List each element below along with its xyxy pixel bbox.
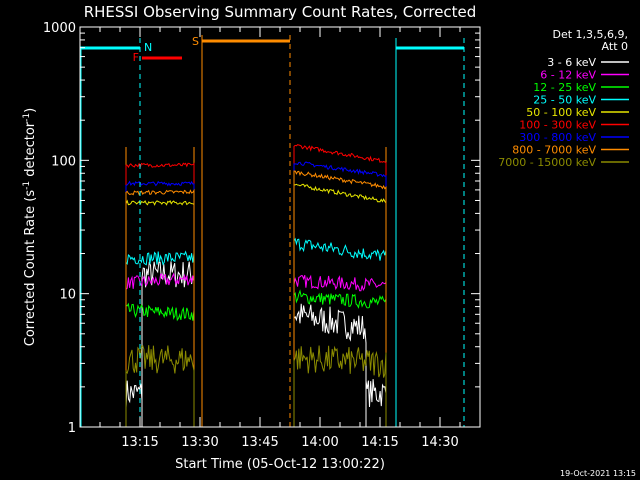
y-tick-label: 100 [51,154,76,169]
series-line [125,188,195,427]
series-line [365,379,387,427]
series-line [293,170,387,427]
series-line [293,303,367,427]
legend-entry-label: 300 - 800 keV [519,131,596,144]
y-tick-label: 1000 [43,21,76,36]
x-tick-label: 14:30 [421,435,458,450]
legend-entry-label: 3 - 6 keV [547,56,596,69]
series-line [125,302,195,427]
series-line [293,289,387,427]
legend-entry-label: 12 - 25 keV [533,81,596,94]
series-line [293,183,387,427]
y-tick-label: 10 [59,288,76,303]
series-line [125,199,195,427]
legend-entry-label: 25 - 50 keV [533,94,596,107]
legend-entry-label: 800 - 7000 keV [512,144,596,157]
flare-flag-label: F [133,51,139,64]
x-tick-label: 13:30 [181,435,218,450]
y-tick-label: 1 [68,421,76,436]
y-axis-label: Corrected Count Rate (s-1 detector-1) [22,108,38,346]
night-flag-label: N [144,41,152,54]
chart-title: RHESSI Observing Summary Count Rates, Co… [84,3,477,21]
series-line [293,345,387,427]
x-tick-label: 13:45 [241,435,278,450]
axes: 1 10 100 1000 13:15 13:30 13:45 14:00 14:15 14:30 [43,21,481,450]
legend-header: Att 0 [602,40,628,53]
series-line [293,161,387,427]
x-tick-label: 13:15 [121,435,158,450]
series-line [293,144,387,427]
legend-entry-label: 100 - 300 keV [519,119,596,132]
x-axis-label: Start Time (05-Oct-12 13:00:22) [175,457,385,472]
series-line [125,272,195,427]
series-line [125,180,195,427]
series-line [125,250,195,427]
legend-entry-label: 6 - 12 keV [540,69,596,82]
series-line [293,274,387,427]
x-tick-label: 14:15 [361,435,398,450]
plot-area: NF S [80,35,465,427]
series-line [125,380,143,427]
series-line [125,162,195,427]
legend-entry-label: 7000 - 15000 keV [498,156,596,169]
legend-header: Det 1,3,5,6,9, [552,28,628,41]
saa-flag-label: S [192,35,199,48]
footer-timestamp: 19-Oct-2021 13:15 [560,469,636,478]
series-line [125,344,195,427]
x-tick-label: 14:00 [301,435,338,450]
legend-entry-label: 50 - 100 keV [526,106,596,119]
series-line [293,237,387,427]
